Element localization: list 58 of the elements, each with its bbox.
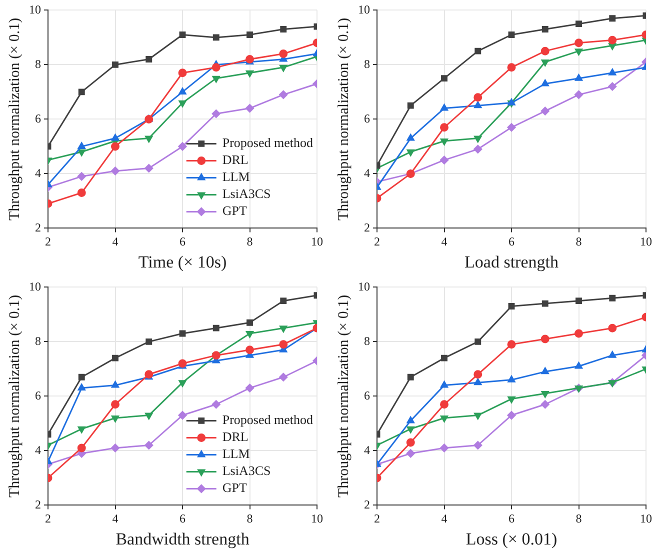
x-tick-label: 6	[180, 512, 186, 526]
x-axis-title: Time (× 10s)	[138, 252, 227, 272]
x-tick-label: 10	[640, 234, 652, 249]
legend-label: GPT	[222, 480, 247, 496]
x-tick-label: 2	[374, 234, 380, 249]
y-tick-label: 4	[364, 166, 370, 180]
x-axis-title: Bandwidth strength	[116, 529, 250, 548]
x-tick-label: 8	[576, 234, 582, 249]
y-tick-label: 2	[364, 220, 370, 234]
x-tick-label: 2	[374, 512, 380, 526]
y-axis-title: Throughput normalization (× 0.1)	[6, 294, 23, 498]
y-tick-label: 2	[35, 220, 41, 234]
x-tick-label: 6	[508, 512, 514, 526]
y-tick-label: 10	[358, 279, 370, 294]
x-axis-title: Loss (× 0.01)	[466, 529, 558, 548]
y-tick-label: 2	[35, 497, 41, 512]
x-tick-label: 2	[45, 512, 51, 526]
y-axis-title: Throughput normalization (× 0.1)	[336, 18, 352, 220]
x-tick-label: 10	[640, 512, 652, 526]
y-axis-title: Throughput normalization (× 0.1)	[6, 18, 23, 220]
y-tick-label: 4	[35, 442, 41, 457]
y-tick-label: 4	[35, 166, 41, 180]
x-tick-label: 2	[45, 234, 51, 249]
y-tick-label: 10	[29, 279, 41, 294]
y-tick-label: 8	[35, 56, 41, 71]
legend-label: DRL	[222, 152, 248, 168]
y-tick-label: 6	[364, 388, 370, 402]
x-tick-label: 4	[441, 234, 448, 249]
y-tick-label: 8	[364, 56, 370, 71]
legend-label: Proposed method	[222, 135, 314, 150]
y-tick-label: 8	[364, 334, 370, 348]
y-tick-label: 10	[358, 2, 370, 16]
legend-label: LLM	[222, 446, 250, 462]
x-tick-label: 6	[508, 234, 514, 249]
y-tick-label: 6	[364, 111, 370, 126]
legend-label: LsiA3CS	[222, 463, 271, 478]
y-tick-label: 2	[364, 497, 370, 512]
x-tick-label: 6	[180, 234, 186, 249]
x-tick-label: 4	[112, 512, 118, 526]
y-tick-label: 6	[35, 111, 41, 126]
legend-label: DRL	[222, 429, 248, 444]
x-axis-title: Load strength	[464, 252, 559, 272]
y-tick-label: 8	[35, 334, 41, 348]
legend-label: LLM	[222, 169, 250, 184]
legend-label: Proposed method	[222, 412, 314, 428]
y-tick-label: 4	[364, 442, 370, 457]
y-tick-label: 6	[35, 388, 41, 402]
x-tick-label: 8	[576, 512, 582, 526]
y-axis-title: Throughput normalization (× 0.1)	[336, 294, 352, 498]
x-tick-label: 8	[246, 234, 253, 249]
x-tick-label: 10	[311, 512, 323, 526]
y-tick-label: 10	[29, 2, 41, 16]
legend-label: LsiA3CS	[222, 186, 271, 202]
x-tick-label: 4	[112, 234, 118, 249]
x-tick-label: 4	[441, 512, 448, 526]
legend-label: GPT	[222, 203, 247, 218]
x-tick-label: 10	[311, 234, 323, 249]
x-tick-label: 8	[246, 512, 253, 526]
